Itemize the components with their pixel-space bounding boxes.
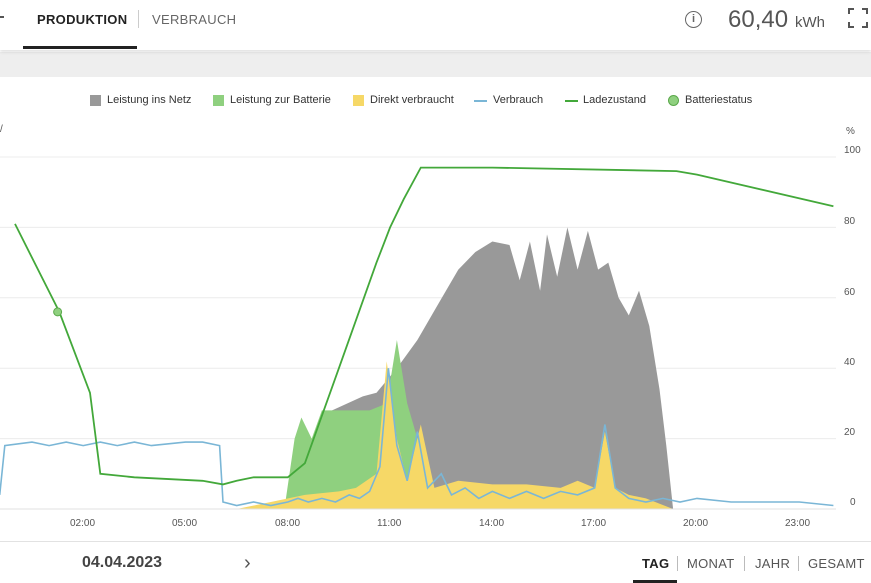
period-divider: [677, 556, 678, 571]
legend-swatch-batterie: [213, 95, 224, 106]
y-tick-label: 100: [844, 145, 861, 156]
date-label[interactable]: 04.04.2023: [82, 554, 163, 571]
x-tick-label: 20:00: [683, 518, 709, 529]
x-tick-label: 14:00: [479, 518, 505, 529]
legend-label-netz[interactable]: Leistung ins Netz: [107, 94, 192, 106]
legend-label-direkt[interactable]: Direkt verbraucht: [370, 94, 454, 106]
x-tick-label: 11:00: [377, 518, 402, 529]
active-period-indicator: [633, 580, 677, 583]
x-tick-label: 17:00: [581, 518, 607, 529]
y-tick-label: 0: [850, 497, 856, 508]
battery-status-point: [53, 307, 63, 317]
legend-swatch-ladezustand: [565, 100, 578, 102]
period-tab-monat[interactable]: MONAT: [687, 556, 735, 571]
tab-verbrauch[interactable]: VERBRAUCH: [152, 12, 237, 27]
period-tab-jahr[interactable]: JAHR: [755, 556, 791, 571]
fullscreen-icon[interactable]: [848, 8, 868, 28]
period-divider: [798, 556, 799, 571]
period-tab-gesamt[interactable]: GESAMT: [808, 556, 865, 571]
x-tick-label: 05:00: [172, 518, 198, 529]
legend-swatch-verbrauch: [474, 100, 487, 102]
tab-divider: [138, 10, 139, 28]
x-tick-label: 08:00: [275, 518, 301, 529]
y-tick-label: 80: [844, 216, 856, 227]
x-tick-label: 23:00: [785, 518, 811, 529]
y-tick-label: 60: [844, 287, 856, 298]
menu-edge-icon[interactable]: [0, 16, 4, 18]
total-energy-value: 60,40: [728, 6, 789, 33]
info-icon[interactable]: i: [685, 11, 702, 28]
legend-label-batterie[interactable]: Leistung zur Batterie: [230, 94, 331, 106]
y-tick-label: 20: [844, 427, 856, 438]
top-bar: PRODUKTION VERBRAUCH i 60,40 kWh: [0, 0, 871, 50]
toolbar-strip: [0, 52, 871, 77]
y-tick-label: 40: [844, 357, 856, 368]
left-axis-unit: /: [0, 124, 3, 135]
series-line-ladezustand: [14, 166, 834, 486]
legend-swatch-batteriestatus: [668, 95, 679, 106]
legend-swatch-direkt: [353, 95, 364, 106]
right-axis-unit: %: [846, 126, 855, 137]
next-day-button[interactable]: ›: [244, 552, 251, 574]
period-tab-tag[interactable]: TAG: [642, 556, 670, 571]
footer-divider: [0, 541, 871, 542]
legend-label-batteriestatus[interactable]: Batteriestatus: [685, 94, 753, 106]
legend-label-verbrauch[interactable]: Verbrauch: [493, 94, 544, 106]
legend-label-ladezustand[interactable]: Ladezustand: [583, 94, 646, 106]
tab-produktion[interactable]: PRODUKTION: [37, 12, 128, 27]
x-tick-label: 02:00: [70, 518, 96, 529]
legend-swatch-netz: [90, 95, 101, 106]
period-divider: [744, 556, 745, 571]
total-energy-unit: kWh: [795, 14, 825, 31]
active-tab-indicator: [23, 46, 137, 49]
series-line-verbrauch: [0, 368, 834, 507]
